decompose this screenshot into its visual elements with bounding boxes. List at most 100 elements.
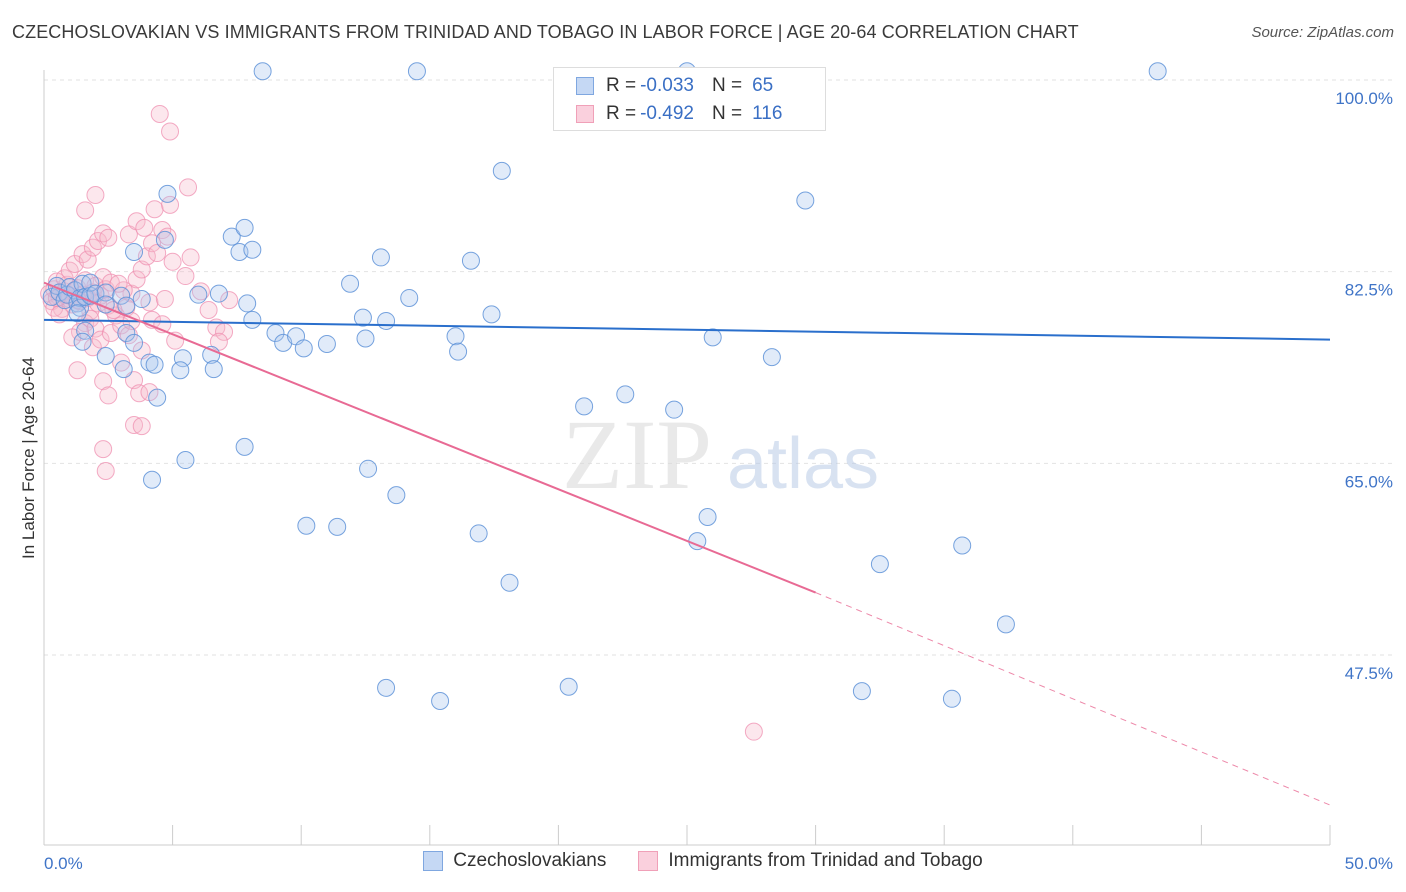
point-czech (125, 333, 144, 352)
point-trinidad (96, 462, 115, 480)
point-czech (371, 248, 390, 267)
point-trinidad (181, 248, 200, 267)
point-trinidad (145, 200, 164, 219)
legend-n-label: N = (711, 75, 743, 96)
trend-lines (43, 281, 1331, 806)
stats-legend: R = -0.033 N = 65 R = -0.492 N = 116 (553, 67, 826, 131)
point-trinidad (163, 252, 182, 271)
point-czech (96, 347, 115, 365)
point-czech (870, 555, 889, 574)
point-trinidad (148, 244, 167, 263)
point-czech (317, 334, 336, 353)
legend-r-value: -0.492 (640, 103, 694, 124)
legend-n-value: 116 (752, 103, 783, 124)
point-czech (158, 184, 177, 203)
stats-legend-row-trinidad: R = -0.492 N = 116 (576, 101, 782, 127)
point-czech (253, 62, 272, 81)
point-czech (112, 286, 131, 305)
legend-r-label: R = (606, 103, 637, 124)
point-trinidad (86, 186, 105, 204)
point-czech (297, 516, 316, 535)
point-trinidad (109, 274, 128, 293)
legend-item-czech[interactable]: Czechoslovakians (423, 850, 606, 872)
point-czech (143, 470, 162, 489)
y-tick-label: 100.0% (1335, 89, 1393, 108)
x-tick-label: 50.0% (1345, 854, 1393, 873)
point-czech (377, 311, 396, 330)
y-tick-label: 65.0% (1345, 472, 1393, 491)
point-trinidad (119, 225, 138, 244)
legend-r-label: R = (606, 75, 637, 96)
point-czech (942, 689, 961, 708)
point-czech (132, 290, 151, 309)
point-czech (173, 349, 192, 368)
point-czech (148, 388, 167, 407)
point-czech (387, 486, 406, 505)
point-czech (356, 329, 375, 348)
legend-n-value: 65 (752, 75, 774, 96)
y-tick-labels: 47.5% 65.0% 82.5% 100.0% (1335, 89, 1393, 683)
point-czech (81, 273, 100, 292)
point-trinidad (176, 267, 195, 286)
point-trinidad (91, 330, 110, 349)
point-czech (171, 361, 190, 380)
point-czech (698, 508, 717, 526)
point-trinidad (68, 361, 87, 380)
point-czech (204, 360, 223, 379)
point-trinidad (744, 722, 763, 741)
point-czech (76, 321, 95, 340)
point-czech (222, 227, 241, 246)
point-trinidad (125, 416, 144, 434)
point-czech (176, 451, 195, 470)
legend-label-czech: Czechoslovakians (453, 850, 607, 871)
point-czech (996, 615, 1015, 634)
point-czech (341, 274, 360, 293)
point-trinidad (155, 290, 174, 309)
point-trinidad (132, 417, 151, 436)
point-czech (1148, 62, 1167, 81)
point-trinidad (101, 324, 120, 342)
point-czech (243, 240, 262, 259)
series-trinidad-points (40, 104, 763, 741)
point-czech (400, 288, 419, 307)
point-czech (461, 251, 480, 270)
point-trinidad (99, 228, 118, 247)
trend-line-trinidad (43, 281, 816, 594)
point-czech (114, 360, 133, 379)
y-axis-label: In Labor Force | Age 20-64 (19, 357, 38, 559)
point-czech (665, 400, 684, 419)
point-czech (353, 308, 372, 327)
point-czech (469, 524, 488, 543)
point-trinidad (209, 332, 228, 351)
point-trinidad (161, 195, 180, 214)
axes (43, 70, 1331, 846)
point-trinidad (150, 104, 169, 123)
point-trinidad (199, 301, 218, 319)
point-czech (762, 348, 781, 367)
legend-swatch-czech (423, 851, 444, 871)
watermark-zip: ZIP (562, 399, 712, 510)
point-czech (73, 332, 92, 351)
point-trinidad (99, 386, 118, 405)
point-czech (209, 284, 228, 303)
point-trinidad (127, 212, 146, 231)
point-czech (953, 536, 972, 555)
point-czech (492, 161, 511, 180)
point-trinidad (94, 440, 113, 459)
x-tick-labels: 0.0% 50.0% (44, 854, 1393, 873)
point-trinidad (161, 122, 180, 141)
point-czech (125, 242, 144, 261)
point-trinidad (191, 282, 210, 301)
point-czech (68, 304, 87, 323)
y-tick-label: 47.5% (1345, 664, 1393, 683)
point-czech (243, 310, 262, 329)
point-czech (189, 285, 208, 304)
legend-item-trinidad[interactable]: Immigrants from Trinidad and Tobago (638, 850, 983, 872)
point-czech (377, 678, 396, 697)
point-trinidad (127, 270, 146, 289)
point-trinidad (158, 227, 177, 246)
point-czech (407, 62, 426, 81)
point-czech (852, 682, 871, 701)
point-czech (117, 324, 136, 342)
